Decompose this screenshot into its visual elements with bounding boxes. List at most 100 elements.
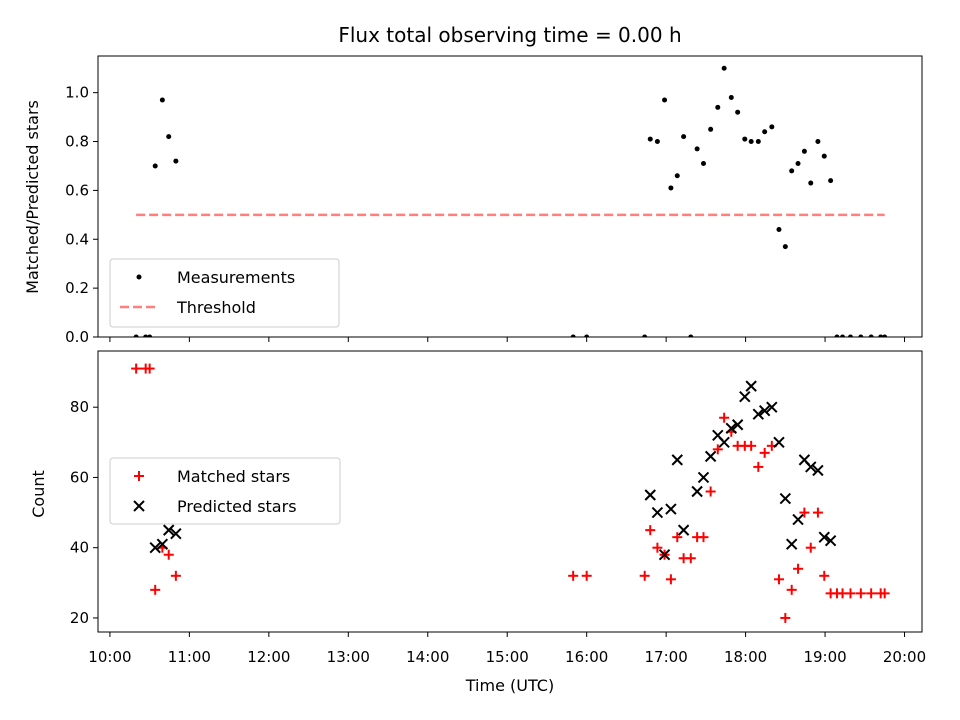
measurements-point [694,146,700,152]
x-tick-label: 15:00 [486,648,529,666]
matched-stars-point [672,532,683,543]
predicted-stars-point [671,454,683,466]
x-stroke-b [156,538,169,550]
predicted-stars-point [644,489,656,501]
measurements-point [688,334,694,337]
legend-label-threshold: Threshold [176,298,256,317]
measurements-point [143,334,149,337]
predicted-stars-point [773,436,785,449]
measurements-point [742,136,748,142]
predicted-stars-point [739,390,751,403]
y-tick-label: 20 [70,609,89,627]
predicted-stars-point [812,464,824,477]
x-stroke-b [665,503,677,515]
legend: Measurements Threshold [109,258,340,328]
x-stroke-b [651,506,664,519]
legend: Matched stars Predicted stars [109,457,341,525]
matched-stars-point [698,532,709,543]
x-tick-label: 16:00 [565,648,608,666]
plot-area [133,65,888,337]
matched-stars-point [581,570,592,581]
matched-stars-point [753,461,764,472]
measurements-point [840,334,846,337]
x-stroke-b [697,471,710,484]
x-tick-label: 11:00 [168,648,211,666]
measurements-point [152,163,158,169]
x-stroke-b [170,527,182,540]
measurements-point [133,334,139,337]
y-tick-label: 40 [70,539,89,557]
matched-stars-point [685,553,696,564]
predicted-stars-point [677,524,690,536]
measurements-point [821,153,827,159]
predicted-stars-point [745,380,757,392]
x-stroke-b [752,408,765,420]
legend-label-measurements: Measurements [177,268,295,287]
measurements-point [748,139,754,145]
chart-title: Flux total observing time = 0.00 h [338,23,681,47]
predicted-stars-point [766,401,778,413]
x-stroke-b [766,401,778,413]
predicted-stars-point [163,524,175,536]
x-stroke-b [773,436,785,449]
measurements-point [789,168,795,174]
x-stroke-b [818,531,830,543]
x-stroke-b [745,380,757,392]
measurements-point [828,178,834,184]
top-panel: 0.0 0.2 0.4 0.6 0.8 1.0 Measurements Threshold [65,55,923,346]
measurements-point [708,126,714,132]
matched-stars-point [705,486,716,497]
x-stroke-b [779,492,792,505]
matched-stars-point [786,584,797,595]
matched-stars-point [645,525,656,536]
x-stroke-b [731,419,744,431]
measurements-point [654,139,660,145]
predicted-stars-point [824,534,837,547]
matched-stars-point [170,570,181,581]
measurements-point [769,124,775,130]
predicted-stars-point [704,450,717,463]
legend-swatch-measurements [136,274,142,280]
x-tick-label: 17:00 [645,648,688,666]
measurements-point [721,65,727,71]
x-stroke-b [758,405,771,417]
measurements-point [715,104,721,110]
matched-stars-point [805,542,816,553]
matched-stars-point [812,507,823,518]
matched-stars-point [719,412,730,423]
predicted-stars-point [697,471,710,484]
measurements-point [728,95,734,101]
measurements-point [147,334,153,337]
predicted-stars-point [779,492,792,505]
matched-stars-point [780,612,791,623]
x-stroke-b [792,513,804,526]
measurements-point [173,158,179,164]
x-tick-label: 12:00 [247,648,290,666]
measurements-point [815,139,821,145]
y-tick-label: 0.6 [65,181,89,199]
top-y-axis-label: Matched/Predicted stars [23,100,42,294]
x-tick-label: 10:00 [88,648,131,666]
measurements-point [159,97,165,103]
predicted-stars-point [818,531,830,543]
plot-area [131,363,890,623]
measurements-point [776,226,782,232]
measurements-point [647,136,653,142]
matched-stars-point [773,574,784,585]
measurements-point [878,334,884,337]
predicted-stars-point [149,541,161,554]
predicted-stars-point [658,549,671,561]
matched-stars-point [131,363,142,374]
predicted-stars-point [792,513,804,526]
x-stroke-b [671,454,683,466]
matched-stars-point [793,563,804,574]
predicted-stars-point [758,405,771,417]
matched-stars-point [845,588,856,599]
matched-stars-point [746,440,757,451]
predicted-stars-point [665,503,677,515]
bottom-panel: 10:00 11:00 12:00 13:00 14:00 15:00 16:00 17:00… [70,350,926,666]
x-tick-label: 18:00 [724,648,767,666]
x-stroke-b [691,485,703,498]
matched-stars-point [144,363,155,374]
matched-stars-point [665,574,676,585]
